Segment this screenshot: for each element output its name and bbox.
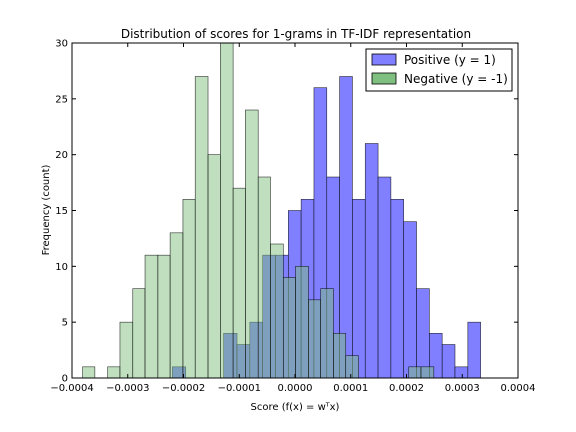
- positive-bar: [403, 221, 417, 379]
- positive-bar: [339, 76, 353, 379]
- chart-title: Distribution of scores for 1-grams in TF…: [121, 27, 471, 41]
- x-tick-label: −0.0004: [50, 383, 93, 394]
- negative-bar: [333, 333, 347, 379]
- negative-bar: [207, 154, 221, 379]
- positive-bar: [364, 143, 379, 379]
- negative-bar: [345, 355, 359, 379]
- positive-bar: [416, 288, 430, 379]
- x-tick-label: 0.0001: [333, 383, 368, 394]
- x-tick-label: −0.0002: [162, 383, 205, 394]
- negative-bar: [295, 266, 309, 379]
- negative-bar: [144, 254, 159, 379]
- y-tick-label: 30: [55, 39, 68, 50]
- y-tick-label: 10: [55, 262, 68, 273]
- negative-bar: [169, 232, 184, 379]
- x-tick-label: 0.0003: [445, 383, 480, 394]
- negative-bar: [320, 288, 334, 379]
- x-axis-label: Score (f(x) = wᵀx): [251, 402, 340, 413]
- negative-bar: [194, 76, 209, 379]
- y-axis-label: Frequency (count): [41, 164, 52, 255]
- negative-bar: [232, 187, 246, 379]
- negative-series-bars: [82, 42, 435, 379]
- legend-label-negative: Negative (y = -1): [404, 72, 508, 86]
- negative-bar: [132, 288, 146, 379]
- negative-bar: [408, 366, 422, 379]
- positive-bar: [352, 199, 366, 379]
- negative-bar: [220, 42, 234, 379]
- negative-bar: [119, 321, 134, 379]
- y-tick-label: 25: [55, 94, 68, 105]
- negative-bar: [157, 254, 171, 379]
- positive-bar: [454, 366, 469, 379]
- negative-bar: [245, 109, 259, 379]
- negative-bar: [308, 299, 321, 379]
- y-tick-label: 0: [62, 374, 68, 385]
- positive-bar: [377, 176, 392, 379]
- x-tick-label: 0.0004: [501, 383, 536, 394]
- legend: Positive (y = 1) Negative (y = -1): [365, 48, 513, 92]
- x-tick-label: −0.0001: [218, 383, 261, 394]
- negative-bar: [270, 243, 284, 379]
- negative-bar: [420, 366, 435, 379]
- negative-bar: [82, 366, 96, 379]
- positive-bar: [467, 321, 481, 379]
- x-tick-label: 0.0002: [389, 383, 424, 394]
- y-tick-label: 20: [55, 150, 68, 161]
- negative-bar: [257, 176, 271, 379]
- y-tick-label: 15: [55, 206, 68, 217]
- negative-bar: [282, 277, 296, 379]
- legend-swatch-negative: [371, 72, 397, 85]
- positive-bar: [441, 344, 456, 379]
- x-tick-label: −0.0003: [106, 383, 149, 394]
- positive-bar: [390, 199, 405, 379]
- y-axis-ticks: 0 5 10 15 20 25 30: [55, 39, 518, 385]
- x-tick-label: 0.0000: [278, 383, 313, 394]
- legend-label-positive: Positive (y = 1): [404, 53, 496, 67]
- y-tick-label: 5: [62, 318, 68, 329]
- negative-bar: [107, 366, 121, 379]
- x-axis-ticks: −0.0004 −0.0003 −0.0002 −0.0001 0.0000 0.0001…: [50, 43, 536, 394]
- negative-bar: [182, 199, 196, 379]
- legend-swatch-positive: [371, 53, 397, 66]
